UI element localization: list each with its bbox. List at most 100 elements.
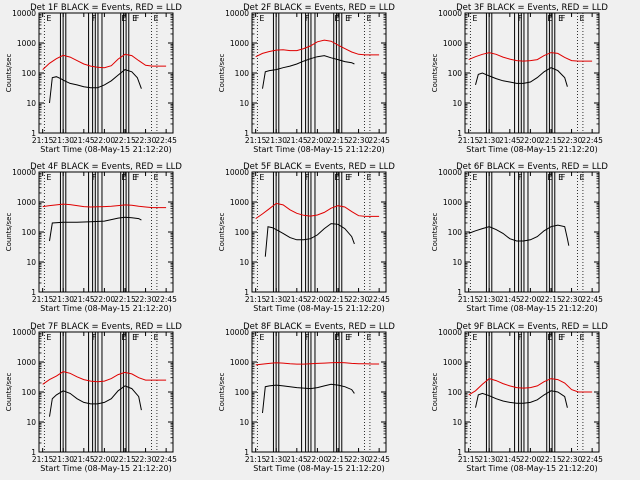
y-tick-label: 1 [31,288,36,297]
event-marker-label: E [367,14,372,23]
detector-panel-3: Det 3F BLACK = Events, RED = LLD Counts/s… [431,3,608,154]
x-tick-label: 21:45 [286,455,308,464]
x-tick-label: 22:15 [540,136,562,145]
event-marker-label: E [547,333,552,342]
y-axis-label: Counts/sec [431,213,439,252]
series-events-line [264,223,355,257]
x-tick-label: 21:15 [458,455,480,464]
x-tick-label: 22:45 [581,136,603,145]
x-axis-label: Start Time (08-May-15 21:12:20) [253,304,384,313]
detector-panel-5: Det 5F BLACK = Events, RED = LLD Counts/s… [218,162,395,313]
detector-panel-1: Det 1F BLACK = Events, RED = LLD Counts/s… [5,3,182,154]
event-marker-label: E [132,14,137,23]
series-lld-line [468,378,593,396]
x-tick-label: 22:30 [348,136,370,145]
y-tick-label: 10000 [12,168,36,177]
chart-title: Det 6F BLACK = Events, RED = LLD [456,162,608,172]
series-lld-line [42,53,167,70]
event-marker-label: F [92,333,97,342]
x-tick-label: 21:15 [458,136,480,145]
event-marker-label: E [121,333,126,342]
x-axis-label: Start Time (08-May-15 21:12:20) [466,304,597,313]
x-tick-label: 21:15 [32,455,54,464]
series-lld-line [255,361,380,366]
x-tick-label: 22:15 [540,295,562,304]
x-tick-label: 21:15 [32,136,54,145]
event-marker-label: F [135,14,140,23]
x-axis-label: Start Time (08-May-15 21:12:20) [253,145,384,154]
plot-frame [38,331,174,453]
y-tick-label: 100 [448,69,463,78]
event-marker-label: F [348,14,353,23]
event-marker-label: F [305,14,310,23]
x-tick-label: 21:30 [265,455,287,464]
x-tick-label: 22:00 [520,455,542,464]
x-tick-label: 21:30 [478,136,500,145]
y-tick-label: 10 [26,418,36,427]
y-tick-label: 1000 [17,39,36,48]
event-marker-label: E [259,333,264,342]
event-marker-label: F [561,14,566,23]
event-marker-label: E [558,14,563,23]
event-marker-label: E [154,14,159,23]
chart-title: Det 8F BLACK = Events, RED = LLD [243,322,395,332]
plot-frame [464,12,600,134]
event-marker-label: E [472,14,477,23]
y-tick-label: 10 [239,258,249,267]
event-marker-label: E [367,173,372,182]
event-marker-label: E [558,173,563,182]
series-lld-line [468,52,593,62]
x-tick-label: 22:30 [561,136,583,145]
x-tick-label: 22:45 [155,455,177,464]
y-tick-label: 10 [26,99,36,108]
series-events-line [49,216,142,242]
series-events-line [262,55,355,89]
x-tick-label: 21:45 [73,455,95,464]
chart-title: Det 5F BLACK = Events, RED = LLD [243,162,395,172]
x-tick-label: 22:45 [368,455,390,464]
y-tick-label: 1 [244,288,249,297]
x-tick-label: 21:30 [265,136,287,145]
detector-panel-2: Det 2F BLACK = Events, RED = LLD Counts/s… [218,3,395,154]
event-marker-label: E [132,333,137,342]
event-marker-label: F [518,173,523,182]
chart-title: Det 1F BLACK = Events, RED = LLD [30,3,182,13]
x-tick-label: 22:15 [114,455,136,464]
y-tick-label: 1 [244,129,249,138]
x-tick-label: 22:45 [155,295,177,304]
y-tick-label: 1 [457,129,462,138]
event-marker-label: E [580,173,585,182]
x-tick-label: 22:15 [327,455,349,464]
y-tick-label: 10 [239,418,249,427]
x-axis-label: Start Time (08-May-15 21:12:20) [40,145,171,154]
y-tick-label: 10000 [438,9,462,18]
event-marker-label: F [92,173,97,182]
series-events-line [468,224,570,246]
y-tick-label: 1000 [230,198,249,207]
event-marker-label: E [547,173,552,182]
y-tick-label: 10 [239,99,249,108]
x-tick-label: 22:30 [135,136,157,145]
y-axis-label: Counts/sec [218,373,226,412]
y-axis-label: Counts/sec [218,54,226,93]
x-tick-label: 22:00 [520,136,542,145]
x-tick-label: 21:30 [478,295,500,304]
series-lld-line [42,371,167,385]
y-axis-label: Counts/sec [218,213,226,252]
event-marker-label: E [558,333,563,342]
x-tick-label: 21:45 [499,295,521,304]
event-marker-label: E [547,14,552,23]
event-marker-label: F [135,173,140,182]
x-tick-label: 22:15 [327,295,349,304]
event-marker-label: E [154,333,159,342]
y-axis-label: Counts/sec [5,213,13,252]
x-tick-label: 21:30 [265,295,287,304]
plot-frame [464,171,600,293]
x-tick-label: 22:30 [348,455,370,464]
series-events-line [475,67,568,87]
chart-title: Det 7F BLACK = Events, RED = LLD [30,322,182,332]
y-tick-label: 1000 [443,358,462,367]
series-lld-line [42,203,167,209]
x-axis-label: Start Time (08-May-15 21:12:20) [466,464,597,473]
series-events-line [475,390,568,408]
